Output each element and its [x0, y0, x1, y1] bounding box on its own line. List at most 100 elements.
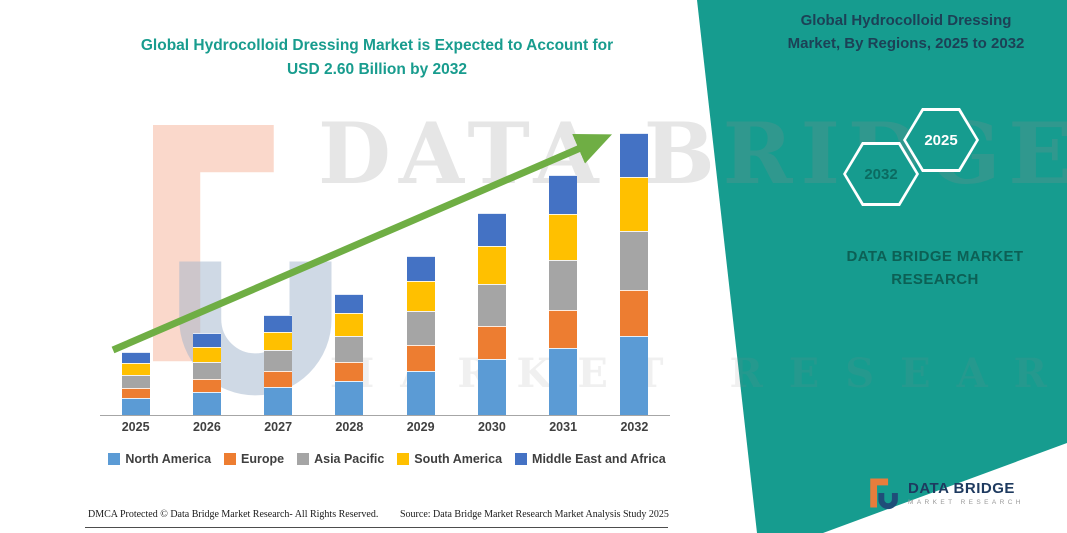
bar-segment	[406, 255, 435, 281]
legend-item: Europe	[224, 452, 284, 466]
bar-column	[243, 125, 314, 415]
bar-segment	[406, 280, 435, 311]
legend-swatch	[224, 453, 237, 465]
legend-swatch	[108, 453, 121, 465]
company-logo-text: DATA BRIDGE MARKET RESEARCH	[908, 480, 1024, 506]
legend: North America Europe Asia Pacific South Ame…	[92, 452, 682, 466]
bars-row	[100, 125, 670, 415]
x-tick-label: 2027	[264, 420, 293, 434]
stacked-bar	[192, 332, 221, 415]
bar-segment	[477, 358, 506, 415]
side-panel-title-line2: Market, By Regions, 2025 to 2032	[787, 34, 1025, 52]
stacked-bar	[477, 213, 506, 415]
x-tick-label: 2030	[477, 420, 506, 434]
company-logo-icon	[870, 478, 898, 510]
bar-column	[528, 125, 599, 415]
legend-item: Asia Pacific	[297, 452, 384, 466]
bar-segment	[335, 293, 364, 314]
x-tick-label: 2032	[620, 420, 649, 434]
bar-segment	[406, 344, 435, 371]
legend-item: North America	[108, 452, 211, 466]
bar-segment	[477, 213, 506, 246]
hexagon-2032: 2032	[843, 142, 919, 206]
brand-text-line2: RESEARCH	[891, 270, 979, 288]
legend-swatch	[297, 453, 310, 465]
chart-title-line2: USD 2.60 Billion by 2032	[286, 61, 468, 79]
legend-swatch	[397, 453, 410, 465]
hexagon-2032-label: 2032	[846, 145, 916, 203]
stacked-bar	[335, 293, 364, 415]
chart-title: Global Hydrocolloid Dressing Market is E…	[112, 34, 642, 82]
bar-segment	[477, 245, 506, 284]
legend-label: North America	[125, 452, 212, 466]
chart-title-line1: Global Hydrocolloid Dressing Market is E…	[140, 37, 614, 54]
bar-segment	[121, 352, 150, 363]
stacked-bar	[121, 352, 150, 415]
bar-segment	[264, 349, 293, 371]
x-axis-labels: 2025 2026 2027 2028 2029 2030 2031 2032	[100, 420, 670, 434]
bar-segment	[549, 347, 578, 415]
bar-segment	[192, 361, 221, 380]
bar-segment	[264, 315, 293, 332]
x-tick-label: 2028	[335, 420, 364, 434]
hexagon-2025: 2025	[903, 108, 979, 172]
bar-segment	[335, 381, 364, 415]
bar-segment	[549, 259, 578, 310]
bar-segment	[335, 313, 364, 336]
x-tick-label: 2029	[406, 420, 435, 434]
brand-text: DATA BRIDGE MARKET RESEARCH	[815, 246, 1055, 291]
bar-segment	[549, 214, 578, 260]
bar-segment	[192, 379, 221, 393]
bar-segment	[620, 230, 649, 291]
bar-segment	[121, 387, 150, 398]
bar-segment	[620, 132, 649, 178]
bar-segment	[477, 283, 506, 327]
legend-label: South America	[414, 452, 503, 466]
bar-segment	[549, 175, 578, 215]
legend-label: Middle East and Africa	[532, 452, 666, 466]
bar-segment	[192, 392, 221, 415]
legend-item: South America	[397, 452, 502, 466]
stacked-bar	[549, 175, 578, 415]
bar-segment	[192, 346, 221, 362]
bar-segment	[620, 335, 649, 415]
brand-text-line1: DATA BRIDGE MARKET	[846, 248, 1024, 265]
footer-copyright: DMCA Protected © Data Bridge Market Rese…	[88, 509, 379, 520]
footer-source: Source: Data Bridge Market Research Mark…	[400, 509, 669, 520]
bar-segment	[477, 326, 506, 359]
legend-item: Middle East and Africa	[515, 452, 666, 466]
x-tick-label: 2031	[549, 420, 578, 434]
bar-column	[456, 125, 527, 415]
legend-label: Europe	[241, 452, 285, 466]
bar-column	[171, 125, 242, 415]
legend-swatch	[515, 453, 528, 465]
bar-column	[314, 125, 385, 415]
bar-segment	[264, 370, 293, 387]
bar-segment	[121, 374, 150, 388]
bar-segment	[192, 332, 221, 347]
bar-segment	[406, 310, 435, 345]
bar-column	[385, 125, 456, 415]
bar-segment	[264, 386, 293, 415]
hexagon-2025-label: 2025	[906, 111, 976, 169]
bar-segment	[406, 370, 435, 415]
legend-label: Asia Pacific	[314, 452, 385, 466]
stacked-bar	[620, 132, 649, 415]
x-tick-label: 2025	[121, 420, 150, 434]
bar-segment	[620, 290, 649, 336]
bar-column	[100, 125, 171, 415]
stacked-bar	[264, 315, 293, 415]
bar-segment	[121, 397, 150, 415]
x-tick-label: 2026	[192, 420, 221, 434]
company-logo: DATA BRIDGE MARKET RESEARCH	[866, 476, 1024, 510]
side-panel-title: Global Hydrocolloid Dressing Market, By …	[760, 10, 1052, 55]
bar-chart-plot	[100, 125, 670, 416]
bar-segment	[264, 331, 293, 350]
side-panel-title-line1: Global Hydrocolloid Dressing	[800, 12, 1012, 29]
bar-column	[599, 125, 670, 415]
footer-divider	[85, 527, 668, 528]
bar-segment	[549, 309, 578, 348]
bar-segment	[335, 361, 364, 382]
